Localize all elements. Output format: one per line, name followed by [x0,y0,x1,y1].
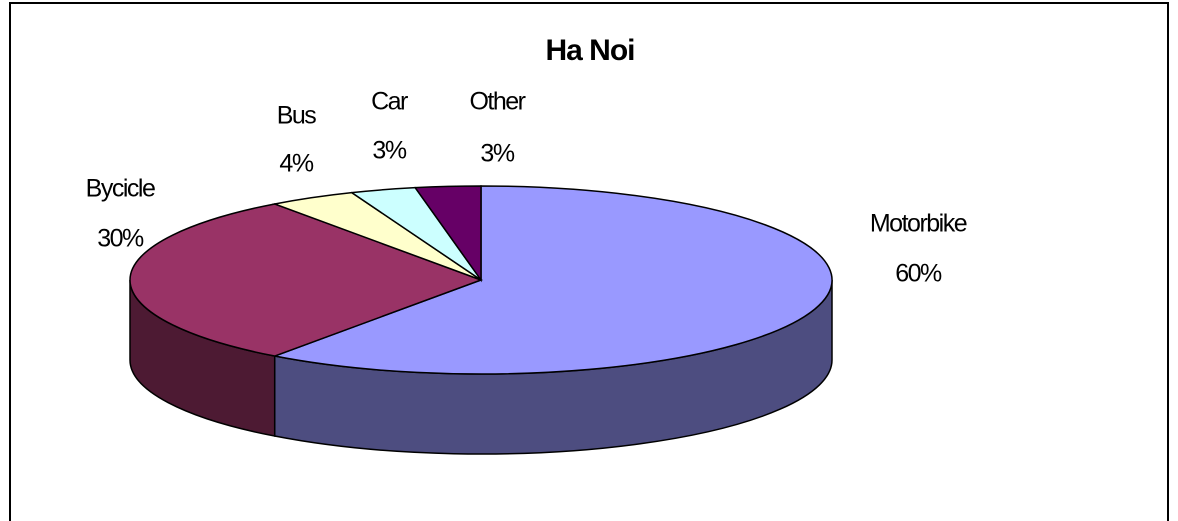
slice-label-value: 4% [279,150,313,178]
slice-label-name: Other [469,88,525,116]
slice-label-name: Motorbike [870,210,967,238]
slice-label-value: 30% [97,225,144,253]
slice-label-name: Car [371,88,408,116]
slice-label-value: 3% [480,140,514,168]
pie-slice [129,203,484,357]
slice-label-name: Bus [277,102,317,130]
pie-slice [271,185,833,375]
slice-label-value: 3% [372,137,406,165]
pie-slice [413,185,482,283]
slice-label-name: Bycicle [86,175,155,203]
slice-label-value: 60% [895,260,942,288]
chart-title: Ha Noi [545,34,634,67]
